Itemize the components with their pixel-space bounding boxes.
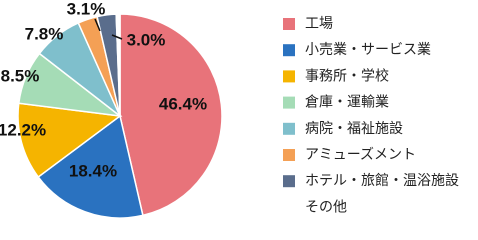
leader-line: [94, 18, 101, 32]
value-label: 12.2%: [0, 120, 46, 139]
value-labels: 46.4% 18.4% 12.2% 8.5% 7.8%3.1% 3.0%: [0, 0, 207, 180]
legend-label: 病院・福祉施設: [305, 121, 403, 137]
legend-swatch: [283, 122, 295, 135]
pie-slice: [119, 13, 223, 217]
legend-swatch: [283, 70, 295, 83]
value-label: 3.0%: [127, 30, 166, 49]
legend-label: ホテル・旅館・温浴施設: [305, 172, 459, 189]
legend-label: 倉庫・運輸業: [305, 94, 389, 111]
legend-swatch: [283, 44, 295, 57]
legend-swatch: [283, 96, 295, 109]
legend-swatch: [283, 175, 295, 188]
legend-label: アミューズメント: [305, 147, 416, 163]
value-label: 3.1%: [67, 0, 106, 18]
value-label: 8.5%: [1, 66, 40, 85]
legend-label: 小売業・サービス業: [305, 42, 431, 58]
legend-swatch: [283, 18, 295, 30]
pie-slice: [115, 13, 121, 117]
pie-slice: [17, 102, 122, 179]
leader-line: [111, 34, 123, 40]
value-label: 18.4%: [69, 161, 117, 180]
legend-swatch: [283, 149, 295, 161]
value-label: 46.4%: [159, 94, 207, 113]
legend-label: 工場: [305, 16, 333, 32]
value-label: 7.8%: [25, 24, 64, 43]
pie-slice: [37, 114, 144, 218]
legend-label: その他: [305, 199, 347, 215]
page: {"chart_data": {"type": "pie", "categori…: [0, 0, 459, 218]
legend-label: 事務所・学校: [305, 67, 389, 84]
pie: [17, 13, 223, 218]
legend: 工場小売業・サービス業事務所・学校倉庫・運輸業病院・福祉施設アミューズメントホテ…: [283, 16, 459, 215]
chart: 46.4% 18.4% 12.2% 8.5% 7.8%3.1% 3.0% 工場小売業・サー…: [0, 0, 459, 218]
